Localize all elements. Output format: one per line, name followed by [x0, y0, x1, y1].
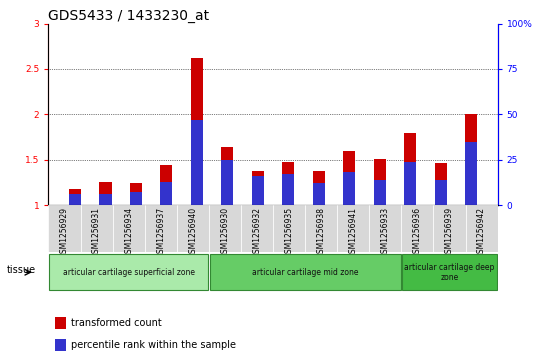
Bar: [69, 189, 81, 205]
Text: GSM1256932: GSM1256932: [252, 207, 261, 257]
Bar: [373, 180, 386, 205]
Bar: [282, 174, 294, 205]
Bar: [252, 176, 264, 205]
Bar: [404, 162, 416, 205]
Bar: [145, 205, 177, 252]
Text: GSM1256931: GSM1256931: [92, 207, 101, 257]
Bar: [191, 58, 203, 205]
Bar: [130, 183, 142, 205]
Bar: [130, 192, 142, 205]
Bar: [177, 205, 209, 252]
Bar: [343, 172, 355, 205]
Text: articular cartilage superficial zone: articular cartilage superficial zone: [62, 268, 195, 277]
Text: GSM1256936: GSM1256936: [413, 207, 422, 258]
Text: GSM1256935: GSM1256935: [285, 207, 294, 258]
Bar: [241, 205, 273, 252]
Bar: [100, 194, 111, 205]
Bar: [313, 171, 325, 205]
Text: articular cartilage mid zone: articular cartilage mid zone: [252, 268, 358, 277]
Bar: [209, 205, 241, 252]
Text: transformed count: transformed count: [71, 318, 161, 328]
Text: articular cartilage deep
zone: articular cartilage deep zone: [405, 262, 495, 282]
Bar: [160, 165, 173, 205]
Bar: [434, 205, 465, 252]
Bar: [273, 205, 305, 252]
Bar: [100, 182, 111, 205]
Text: GSM1256941: GSM1256941: [349, 207, 358, 257]
Bar: [369, 205, 401, 252]
Bar: [160, 182, 173, 205]
Bar: [343, 151, 355, 205]
Bar: [435, 180, 447, 205]
Text: GSM1256938: GSM1256938: [317, 207, 325, 257]
Bar: [404, 133, 416, 205]
Bar: [69, 194, 81, 205]
Bar: [401, 205, 434, 252]
Bar: [305, 205, 337, 252]
Bar: [465, 205, 498, 252]
Bar: [465, 114, 477, 205]
Bar: [81, 205, 112, 252]
Text: GSM1256933: GSM1256933: [381, 207, 390, 258]
Text: GSM1256937: GSM1256937: [156, 207, 165, 258]
FancyBboxPatch shape: [209, 254, 401, 290]
FancyBboxPatch shape: [49, 254, 208, 290]
Bar: [112, 205, 145, 252]
Bar: [221, 147, 233, 205]
Bar: [191, 120, 203, 205]
Bar: [435, 163, 447, 205]
Bar: [48, 205, 81, 252]
Bar: [282, 163, 294, 205]
Bar: [465, 142, 477, 205]
Bar: [221, 160, 233, 205]
Bar: [313, 183, 325, 205]
Text: tissue: tissue: [8, 265, 37, 275]
Text: GSM1256930: GSM1256930: [221, 207, 229, 258]
Bar: [252, 171, 264, 205]
Bar: [55, 317, 66, 329]
Text: GSM1256934: GSM1256934: [124, 207, 133, 258]
Text: GSM1256940: GSM1256940: [188, 207, 197, 258]
FancyBboxPatch shape: [402, 254, 497, 290]
Bar: [373, 159, 386, 205]
Text: GSM1256939: GSM1256939: [445, 207, 454, 258]
Bar: [55, 339, 66, 351]
Bar: [337, 205, 369, 252]
Text: GSM1256942: GSM1256942: [477, 207, 486, 257]
Text: percentile rank within the sample: percentile rank within the sample: [71, 340, 236, 350]
Text: GDS5433 / 1433230_at: GDS5433 / 1433230_at: [48, 9, 209, 23]
Text: GSM1256929: GSM1256929: [60, 207, 69, 257]
